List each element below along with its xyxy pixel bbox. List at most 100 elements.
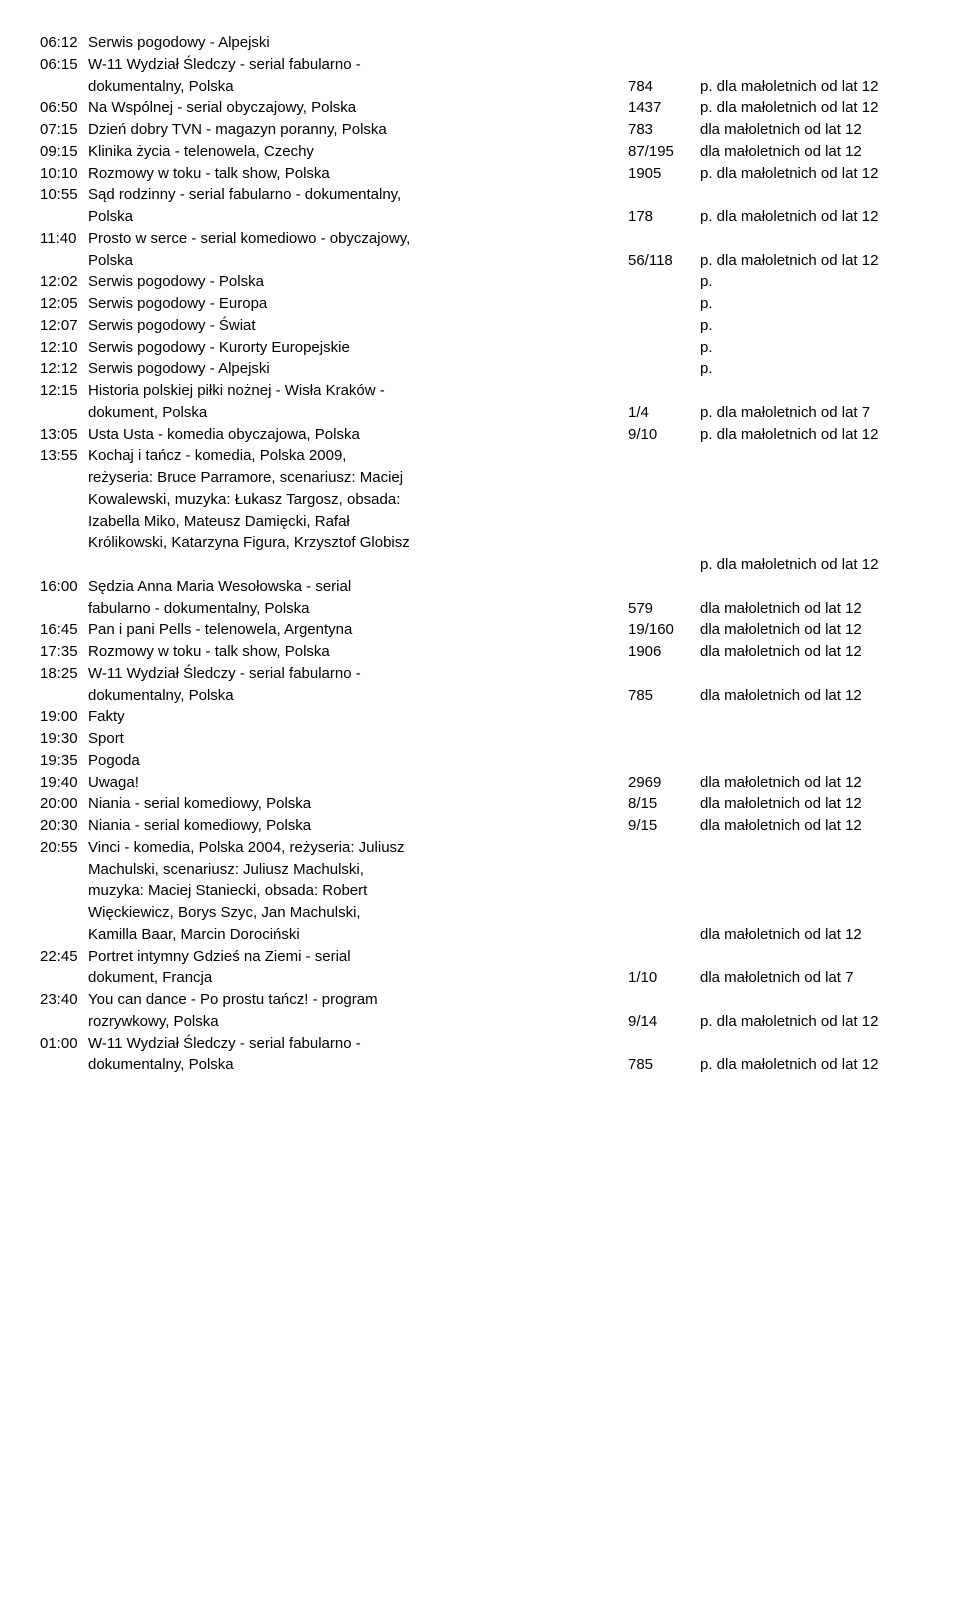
title-cell: dokumentalny, Polska — [88, 76, 628, 98]
schedule-row-continuation: fabularno - dokumentalny, Polska579dla m… — [40, 598, 920, 620]
title-cell: dokumentalny, Polska — [88, 1054, 628, 1076]
title-cell: Kochaj i tańcz - komedia, Polska 2009, — [88, 445, 628, 467]
title-text: Fakty — [88, 708, 125, 725]
time-cell: 07:15 — [40, 119, 88, 141]
title-text: Izabella Miko, Mateusz Damięcki, Rafał — [88, 513, 350, 530]
schedule-row: 20:55Vinci - komedia, Polska 2004, reżys… — [40, 837, 920, 859]
title-cell: Historia polskiej piłki nożnej - Wisła K… — [88, 380, 628, 402]
title-cell: Portret intymny Gdzieś na Ziemi - serial — [88, 946, 628, 968]
title-text: Pogoda — [88, 752, 140, 769]
title-text: Polska — [88, 208, 133, 225]
time-cell: 09:15 — [40, 141, 88, 163]
title-text: dokumentalny, Polska — [88, 78, 234, 95]
time-cell: 19:35 — [40, 750, 88, 772]
title-cell: Serwis pogodowy - Polska — [88, 271, 628, 293]
title-text: Klinika życia - telenowela, Czechy — [88, 143, 314, 160]
title-text: Prosto w serce - serial komediowo - obyc… — [88, 230, 410, 247]
time-cell: 20:00 — [40, 793, 88, 815]
schedule-row-continuation: Izabella Miko, Mateusz Damięcki, Rafał — [40, 511, 920, 533]
episode-cell: 1/10 — [628, 967, 700, 989]
title-cell: Klinika życia - telenowela, Czechy — [88, 141, 628, 163]
title-cell: Serwis pogodowy - Europa — [88, 293, 628, 315]
title-text: dokumentalny, Polska — [88, 1056, 234, 1073]
schedule-row: 16:45Pan i pani Pells - telenowela, Arge… — [40, 619, 920, 641]
title-text: Vinci - komedia, Polska 2004, reżyseria:… — [88, 839, 405, 856]
title-text: Historia polskiej piłki nożnej - Wisła K… — [88, 382, 385, 399]
title-text: dokument, Francja — [88, 969, 212, 986]
title-cell: Pan i pani Pells - telenowela, Argentyna — [88, 619, 628, 641]
title-text: W-11 Wydział Śledczy - serial fabularno … — [88, 1035, 361, 1052]
title-cell: Kamilla Baar, Marcin Dorociński — [88, 924, 628, 946]
rating-cell: p. dla małoletnich od lat 12 — [700, 1054, 920, 1076]
title-text: Sędzia Anna Maria Wesołowska - serial — [88, 578, 351, 595]
episode-cell: 785 — [628, 1054, 700, 1076]
rating-cell: p. dla małoletnich od lat 7 — [700, 402, 920, 424]
schedule-row: 12:10Serwis pogodowy - Kurorty Europejsk… — [40, 337, 920, 359]
rating-cell: p. dla małoletnich od lat 12 — [700, 250, 920, 272]
title-cell: Kowalewski, muzyka: Łukasz Targosz, obsa… — [88, 489, 628, 511]
schedule-row-continuation: Królikowski, Katarzyna Figura, Krzysztof… — [40, 532, 920, 554]
time-cell: 16:00 — [40, 576, 88, 598]
rating-cell: p. — [700, 315, 920, 337]
title-text: reżyseria: Bruce Parramore, scenariusz: … — [88, 469, 403, 486]
rating-cell: dla małoletnich od lat 12 — [700, 815, 920, 837]
schedule-row: 06:50Na Wspólnej - serial obyczajowy, Po… — [40, 97, 920, 119]
schedule-row: 19:00Fakty — [40, 706, 920, 728]
rating-cell: p. dla małoletnich od lat 12 — [700, 1011, 920, 1033]
time-cell: 23:40 — [40, 989, 88, 1011]
rating-cell: p. — [700, 271, 920, 293]
time-cell: 16:45 — [40, 619, 88, 641]
rating-cell: p. dla małoletnich od lat 12 — [700, 163, 920, 185]
time-cell: 10:55 — [40, 184, 88, 206]
schedule-row: 23:40You can dance - Po prostu tańcz! - … — [40, 989, 920, 1011]
time-cell: 12:02 — [40, 271, 88, 293]
title-cell: Serwis pogodowy - Alpejski — [88, 32, 628, 54]
title-text: Kowalewski, muzyka: Łukasz Targosz, obsa… — [88, 491, 400, 508]
title-text: muzyka: Maciej Staniecki, obsada: Robert — [88, 882, 367, 899]
time-cell: 01:00 — [40, 1033, 88, 1055]
time-cell: 13:55 — [40, 445, 88, 467]
title-text: dokumentalny, Polska — [88, 687, 234, 704]
rating-cell: dla małoletnich od lat 7 — [700, 967, 920, 989]
schedule-row-continuation: Polska178p. dla małoletnich od lat 12 — [40, 206, 920, 228]
title-cell: Sąd rodzinny - serial fabularno - dokume… — [88, 184, 628, 206]
rating-cell: dla małoletnich od lat 12 — [700, 141, 920, 163]
schedule-row-continuation: muzyka: Maciej Staniecki, obsada: Robert — [40, 880, 920, 902]
title-cell: Machulski, scenariusz: Juliusz Machulski… — [88, 859, 628, 881]
episode-cell: 2969 — [628, 772, 700, 794]
schedule-row: 12:15Historia polskiej piłki nożnej - Wi… — [40, 380, 920, 402]
episode-cell: 783 — [628, 119, 700, 141]
title-text: W-11 Wydział Śledczy - serial fabularno … — [88, 665, 361, 682]
title-cell: dokument, Francja — [88, 967, 628, 989]
title-text: Serwis pogodowy - Kurorty Europejskie — [88, 339, 350, 356]
title-cell: Rozmowy w toku - talk show, Polska — [88, 641, 628, 663]
title-text: Serwis pogodowy - Świat — [88, 317, 256, 334]
rating-cell: p. dla małoletnich od lat 12 — [700, 554, 920, 576]
time-cell: 22:45 — [40, 946, 88, 968]
title-cell: Więckiewicz, Borys Szyc, Jan Machulski, — [88, 902, 628, 924]
episode-cell: 9/14 — [628, 1011, 700, 1033]
episode-cell: 784 — [628, 76, 700, 98]
schedule-row: 13:55Kochaj i tańcz - komedia, Polska 20… — [40, 445, 920, 467]
title-cell: Sport — [88, 728, 628, 750]
title-cell: reżyseria: Bruce Parramore, scenariusz: … — [88, 467, 628, 489]
schedule-row: 20:00Niania - serial komediowy, Polska8/… — [40, 793, 920, 815]
schedule-row: 12:12Serwis pogodowy - Alpejskip. — [40, 358, 920, 380]
schedule-row: 10:10Rozmowy w toku - talk show, Polska1… — [40, 163, 920, 185]
title-text: Rozmowy w toku - talk show, Polska — [88, 165, 330, 182]
episode-cell: 1/4 — [628, 402, 700, 424]
title-text: Królikowski, Katarzyna Figura, Krzysztof… — [88, 534, 410, 551]
title-text: Sąd rodzinny - serial fabularno - dokume… — [88, 186, 401, 203]
title-cell: Serwis pogodowy - Świat — [88, 315, 628, 337]
rating-cell: dla małoletnich od lat 12 — [700, 619, 920, 641]
tv-schedule: 06:12Serwis pogodowy - Alpejski06:15W-11… — [40, 32, 920, 1076]
rating-cell: dla małoletnich od lat 12 — [700, 598, 920, 620]
rating-cell: dla małoletnich od lat 12 — [700, 924, 920, 946]
time-cell: 12:05 — [40, 293, 88, 315]
title-cell: W-11 Wydział Śledczy - serial fabularno … — [88, 1033, 628, 1055]
episode-cell: 9/15 — [628, 815, 700, 837]
schedule-row: 18:25W-11 Wydział Śledczy - serial fabul… — [40, 663, 920, 685]
rating-cell: p. dla małoletnich od lat 12 — [700, 76, 920, 98]
title-cell: Królikowski, Katarzyna Figura, Krzysztof… — [88, 532, 628, 554]
title-cell: Izabella Miko, Mateusz Damięcki, Rafał — [88, 511, 628, 533]
